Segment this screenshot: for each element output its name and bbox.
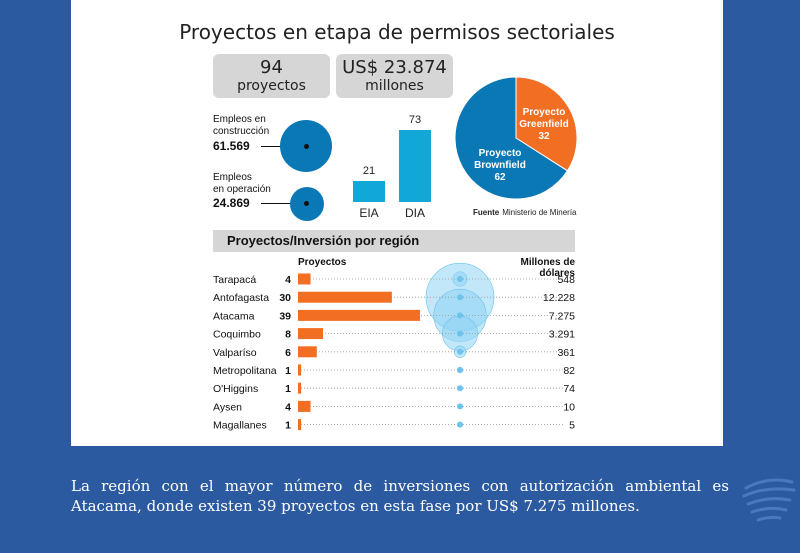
region-name: Magallanes: [213, 420, 267, 432]
investment-bubble-center: [457, 367, 463, 373]
brand-logo-icon: [742, 478, 796, 522]
investment-unit: millones: [365, 78, 424, 94]
region-investment-value: 10: [563, 401, 575, 413]
construction-jobs-value: 61.569: [213, 139, 250, 153]
region-projects-value: 39: [279, 310, 291, 322]
investment-bubble-center: [457, 385, 463, 392]
investment-bubble-center: [457, 276, 463, 282]
operation-jobs-label: Empleos en operación: [213, 172, 271, 195]
investment-summary-pill: US$ 23.874 millones: [336, 54, 453, 98]
region-projects-bar: [298, 419, 302, 431]
projects-column-header: Proyectos: [298, 257, 347, 268]
source-note: Fuente Ministerio de Minería: [473, 208, 577, 217]
region-projects-value: 1: [285, 383, 291, 395]
region-investment-value: 361: [557, 347, 575, 359]
investment-bubble-center: [457, 330, 463, 337]
pie-label-greenfield: Proyecto Greenfield 32: [519, 107, 569, 142]
region-projects-value: 6: [285, 347, 291, 359]
construction-jobs-dot: [304, 144, 309, 149]
region-projects-bar: [298, 328, 324, 340]
bar-eia: [353, 181, 385, 202]
region-name: O'Higgins: [213, 383, 258, 395]
operation-jobs-dot: [304, 201, 309, 206]
pie-slice-brownfield: [454, 76, 569, 200]
region-projects-bar: [298, 273, 311, 285]
bar-label-dia: DIA: [404, 206, 425, 220]
region-projects-bar: [298, 382, 302, 394]
investment-bubble-center: [457, 294, 463, 301]
region-projects-bar: [298, 309, 420, 321]
investment-column-header: Millones de dólares: [520, 257, 575, 279]
region-projects-bar: [298, 364, 302, 376]
pie-label-brownfield: Proyecto Brownfield 62: [474, 148, 526, 183]
region-projects-value: 1: [285, 365, 291, 377]
infographic-panel: Proyectos en etapa de permisos sectorial…: [71, 0, 723, 446]
region-projects-bar: [298, 346, 317, 358]
region-investment-value: 3.291: [549, 329, 575, 341]
pie-svg: [454, 76, 578, 200]
region-projects-value: 30: [279, 292, 291, 304]
investment-bubble-center: [457, 421, 463, 428]
caption-text: La región con el mayor número de inversi…: [71, 477, 729, 515]
region-section-header: Proyectos/Inversión por región: [213, 230, 575, 252]
region-name: Valparíso: [213, 347, 257, 359]
region-investment-value: 7.275: [549, 310, 575, 322]
region-investment-value: 12.228: [543, 292, 575, 304]
region-name: Metropolitana: [213, 365, 277, 377]
investment-bubble-center: [457, 312, 463, 319]
region-name: Tarapacá: [213, 274, 256, 286]
region-projects-bar: [298, 291, 392, 303]
investment-bubbles: [425, 262, 495, 428]
projects-count: 94: [260, 57, 283, 78]
bar-dia: [399, 130, 431, 202]
region-name: Atacama: [213, 310, 255, 322]
region-investment-value: 74: [563, 383, 575, 395]
region-investment-value: 82: [563, 365, 575, 377]
region-name: Aysen: [213, 401, 242, 413]
investment-bubble-center: [457, 403, 463, 410]
operation-jobs-value: 24.869: [213, 196, 250, 210]
bar-value-eia: 21: [362, 165, 376, 178]
region-projects-value: 8: [285, 329, 291, 341]
region-investment-value: 5: [569, 420, 575, 432]
region-investment-value: 548: [557, 274, 575, 286]
region-section-title: Proyectos/Inversión por región: [227, 233, 420, 248]
investment-bubble-center: [457, 348, 463, 355]
region-projects-value: 1: [285, 420, 291, 432]
region-projects-value: 4: [285, 401, 291, 413]
projects-summary-pill: 94 proyectos: [213, 54, 330, 98]
region-projects-value: 4: [285, 274, 291, 286]
region-name: Antofagasta: [213, 292, 269, 304]
bar-value-dia: 73: [408, 114, 422, 126]
construction-jobs-label: Empleos en construcción: [213, 114, 270, 137]
operation-jobs-line: [261, 203, 306, 204]
region-projects-bar: [298, 400, 311, 412]
bar-label-eia: EIA: [359, 206, 379, 220]
project-type-pie: Proyecto Greenfield 32 Proyecto Brownfie…: [454, 76, 578, 200]
region-name: Coquimbo: [213, 329, 261, 341]
investment-amount: US$ 23.874: [342, 57, 447, 78]
projects-label: proyectos: [237, 78, 306, 94]
infographic-title: Proyectos en etapa de permisos sectorial…: [179, 20, 615, 44]
